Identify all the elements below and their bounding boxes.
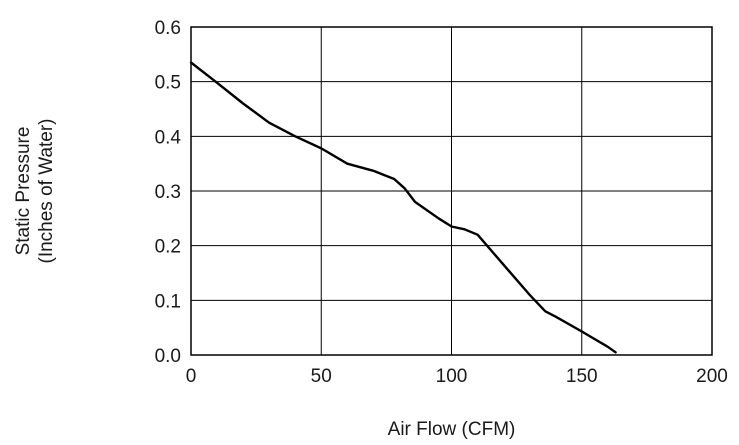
grid xyxy=(190,26,713,356)
y-tick-labels: 0.0 0.1 0.2 0.3 0.4 0.5 0.6 xyxy=(155,18,182,367)
y-tick-label: 0.4 xyxy=(155,127,182,148)
x-tick-label: 150 xyxy=(566,366,598,387)
x-axis-title: Air Flow (CFM) xyxy=(388,419,516,440)
y-tick-label: 0.2 xyxy=(155,237,181,258)
x-tick-label: 0 xyxy=(186,366,197,387)
x-tick-label: 100 xyxy=(436,366,468,387)
y-tick-label: 0.5 xyxy=(155,73,181,94)
x-tick-labels: 0 50 100 150 200 xyxy=(186,366,728,387)
x-tick-label: 200 xyxy=(696,366,728,387)
x-tick-label: 50 xyxy=(311,366,332,387)
y-tick-label: 0.0 xyxy=(155,346,181,367)
y-tick-label: 0.3 xyxy=(155,182,181,203)
series-line xyxy=(189,61,617,354)
plot-frame xyxy=(190,26,713,356)
y-axis-title-line-1: Static Pressure xyxy=(13,127,34,256)
y-tick-label: 0.1 xyxy=(155,291,181,312)
y-tick-label: 0.6 xyxy=(155,18,181,39)
y-axis-title-line-2: (Inches of Water) xyxy=(36,118,57,263)
